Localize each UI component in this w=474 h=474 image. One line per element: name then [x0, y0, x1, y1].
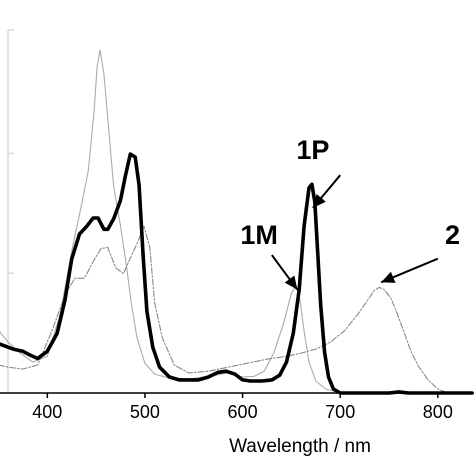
axes: [0, 30, 474, 394]
x-axis-title: Wavelength / nm: [229, 436, 371, 457]
annotation-label: 2: [445, 220, 460, 250]
series-layer: [0, 49, 474, 395]
annotation-label: 1P: [296, 135, 329, 165]
x-tick-label: 600: [228, 402, 258, 422]
series-line-thick-solid: [0, 152, 474, 395]
x-tick-label: 500: [130, 402, 160, 422]
series-line-thin-solid: [0, 49, 473, 394]
x-tick-labels: 400 500 600 700 800: [32, 402, 453, 422]
annotation-layer: 1P 1M 2: [240, 135, 460, 291]
annotation-arrow-head: [284, 275, 298, 290]
annotation-label: 1M: [240, 220, 278, 250]
x-tick-label: 400: [32, 402, 62, 422]
annotation-arrow-head: [381, 271, 396, 283]
annotation-arrow-head: [312, 194, 326, 208]
y-ticks: [8, 29, 14, 274]
x-tick-label: 800: [423, 402, 453, 422]
x-tick-label: 700: [325, 402, 355, 422]
series-line-dash-dot: [0, 225, 473, 394]
